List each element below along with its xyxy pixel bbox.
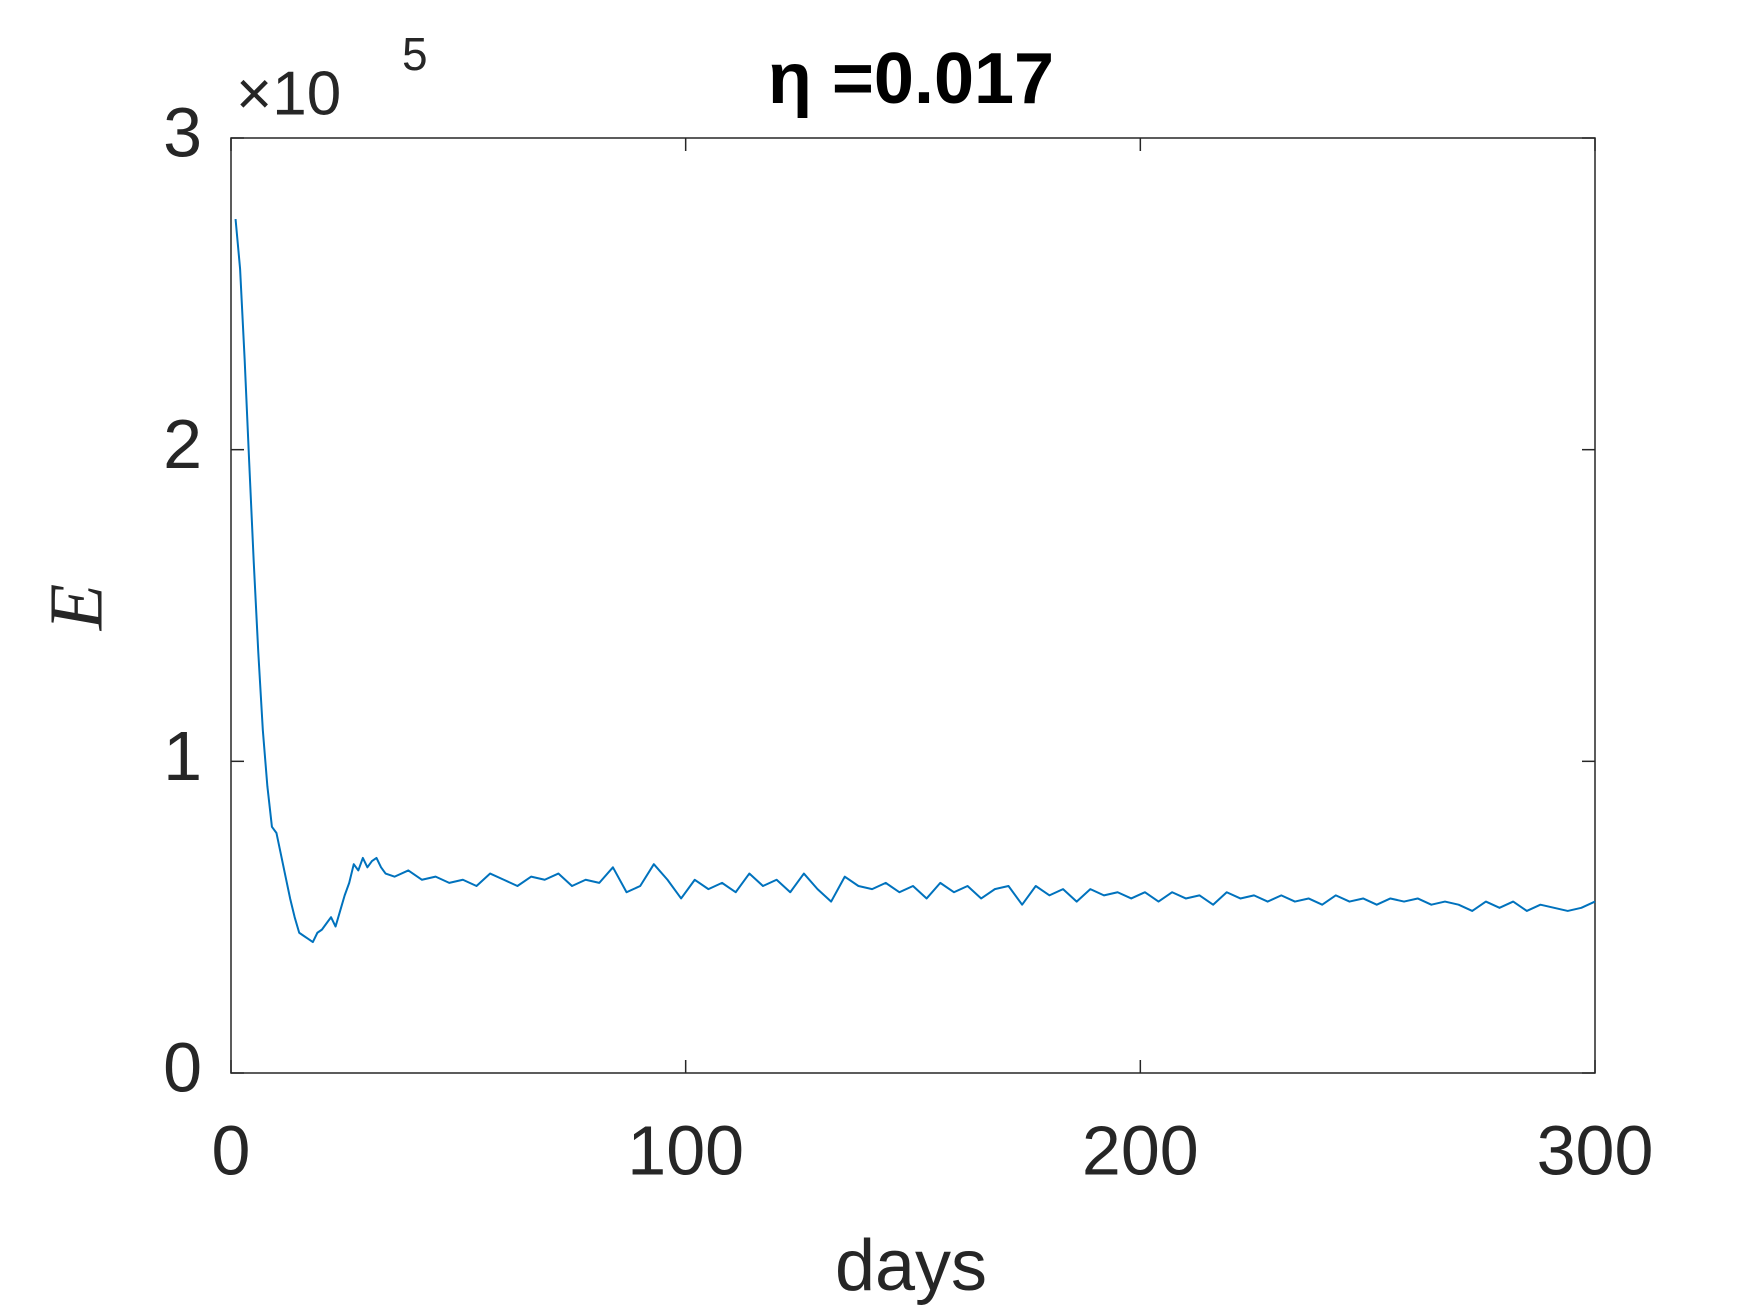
y-tick-label: 1 <box>163 717 202 795</box>
x-axis-label: days <box>835 1226 987 1306</box>
y-axis-label: E <box>34 584 118 631</box>
x-tick-label: 200 <box>1082 1111 1199 1189</box>
x-tick-label: 300 <box>1537 1111 1654 1189</box>
x-tick-label: 0 <box>212 1111 251 1189</box>
y-multiplier-exponent: 5 <box>402 28 428 80</box>
chart-title: η =0.017 <box>768 39 1054 119</box>
y-tick-label: 0 <box>163 1028 202 1106</box>
y-multiplier: ×10 <box>236 59 341 128</box>
y-tick-label: 2 <box>163 405 202 483</box>
plot-area <box>230 137 1596 1074</box>
y-tick-label: 3 <box>163 93 202 171</box>
x-tick-label: 100 <box>627 1111 744 1189</box>
data-line <box>234 218 1596 944</box>
